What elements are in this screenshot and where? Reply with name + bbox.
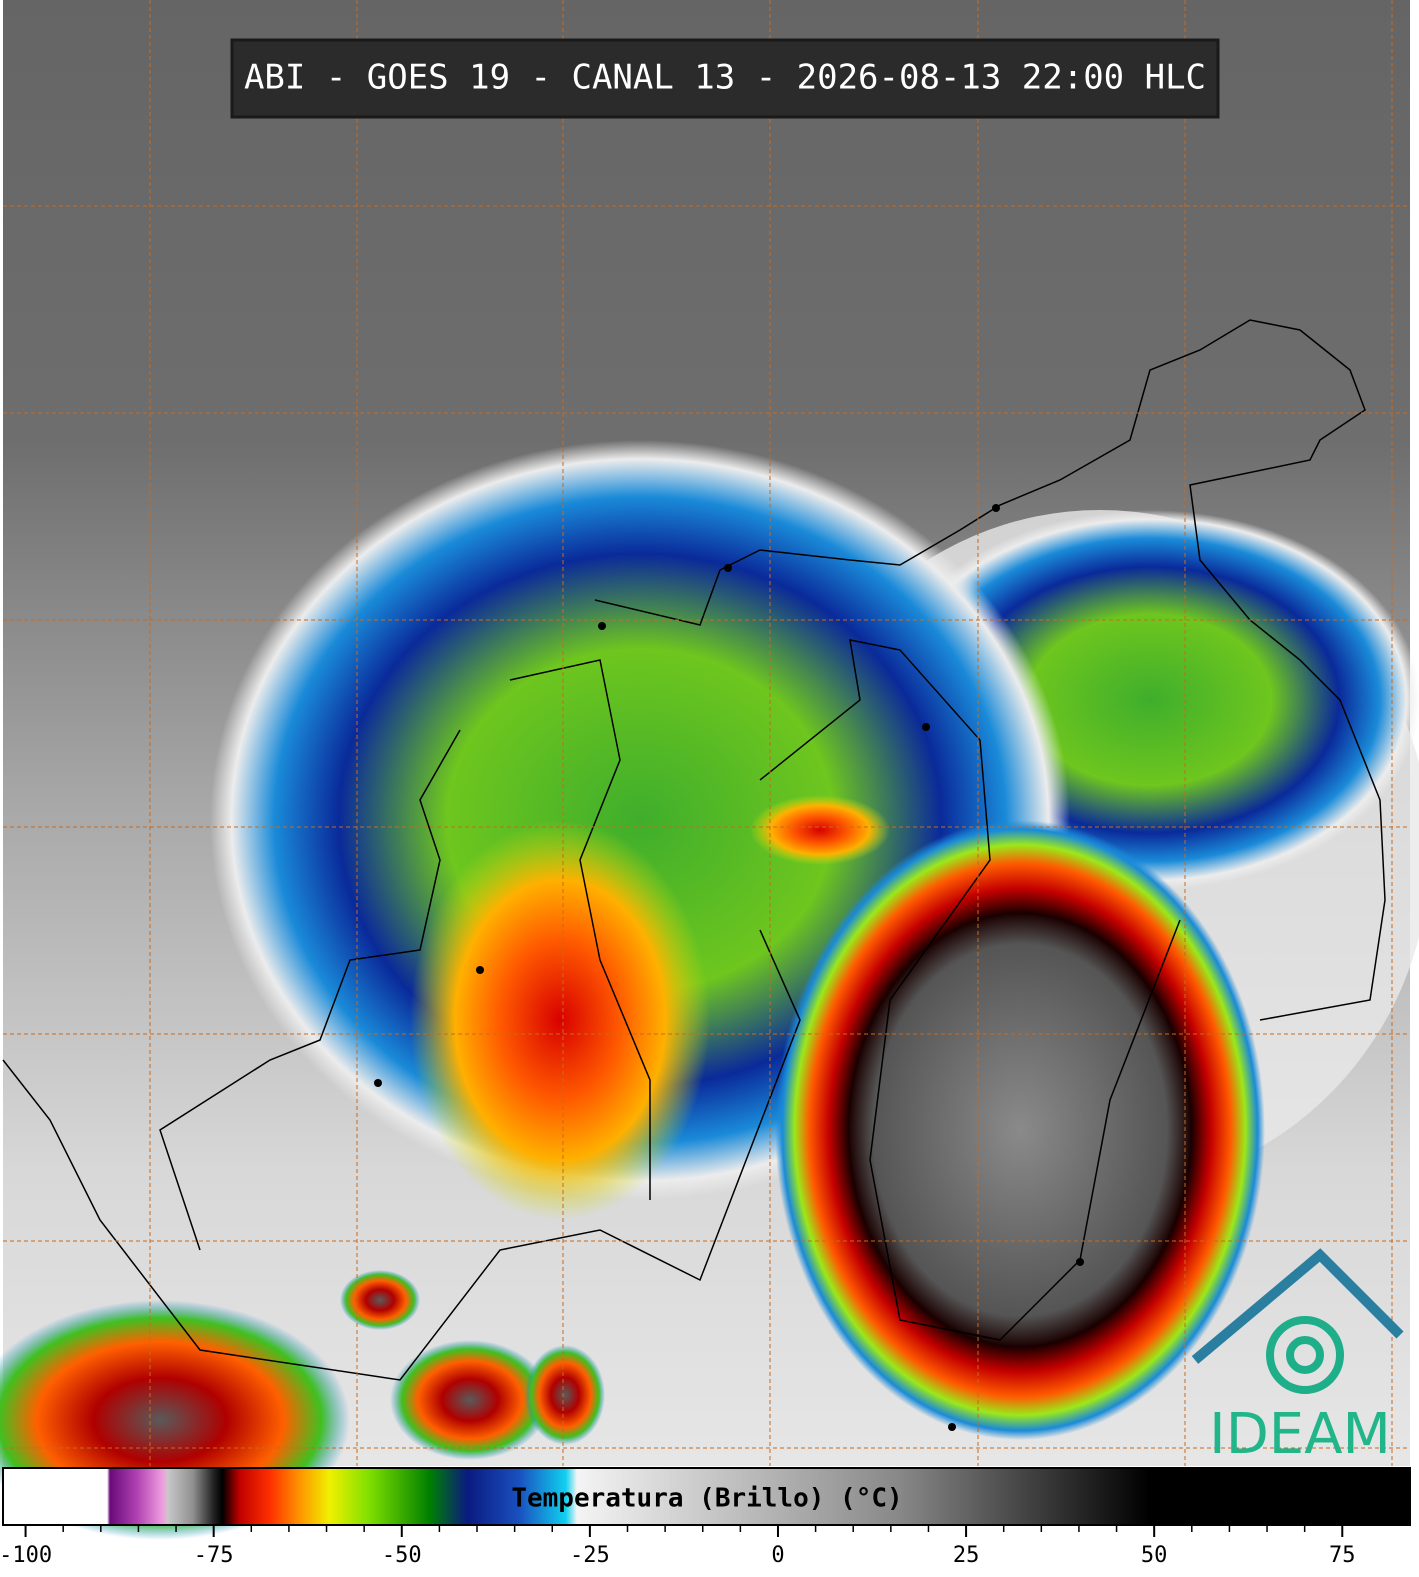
logo-text: IDEAM: [1209, 1402, 1391, 1467]
cloud: [750, 795, 890, 865]
storm: [525, 1345, 605, 1445]
colorbar: [2, 1467, 1411, 1526]
city-markers: [374, 504, 1084, 1431]
tick-label: 25: [953, 1543, 980, 1568]
logo: [1191, 1248, 1404, 1394]
colorbar-label: Temperatura (Brillo) (°C): [511, 1484, 902, 1514]
title: ABI - GOES 19 - CANAL 13 - 2026-08-13 22…: [244, 58, 1206, 98]
graticule: [3, 0, 1410, 1466]
tick-label: -100: [0, 1543, 52, 1568]
tick-label: 50: [1141, 1543, 1168, 1568]
tick-label: -75: [194, 1543, 234, 1568]
tick-label: 75: [1329, 1543, 1356, 1568]
storm: [340, 1270, 420, 1330]
tick-label: 0: [771, 1543, 784, 1568]
tick-label: -25: [570, 1543, 610, 1568]
tick-label: -50: [382, 1543, 422, 1568]
storm: [775, 820, 1265, 1440]
storm: [390, 1340, 550, 1460]
cloud: [410, 820, 710, 1220]
title-box: [230, 38, 1220, 119]
